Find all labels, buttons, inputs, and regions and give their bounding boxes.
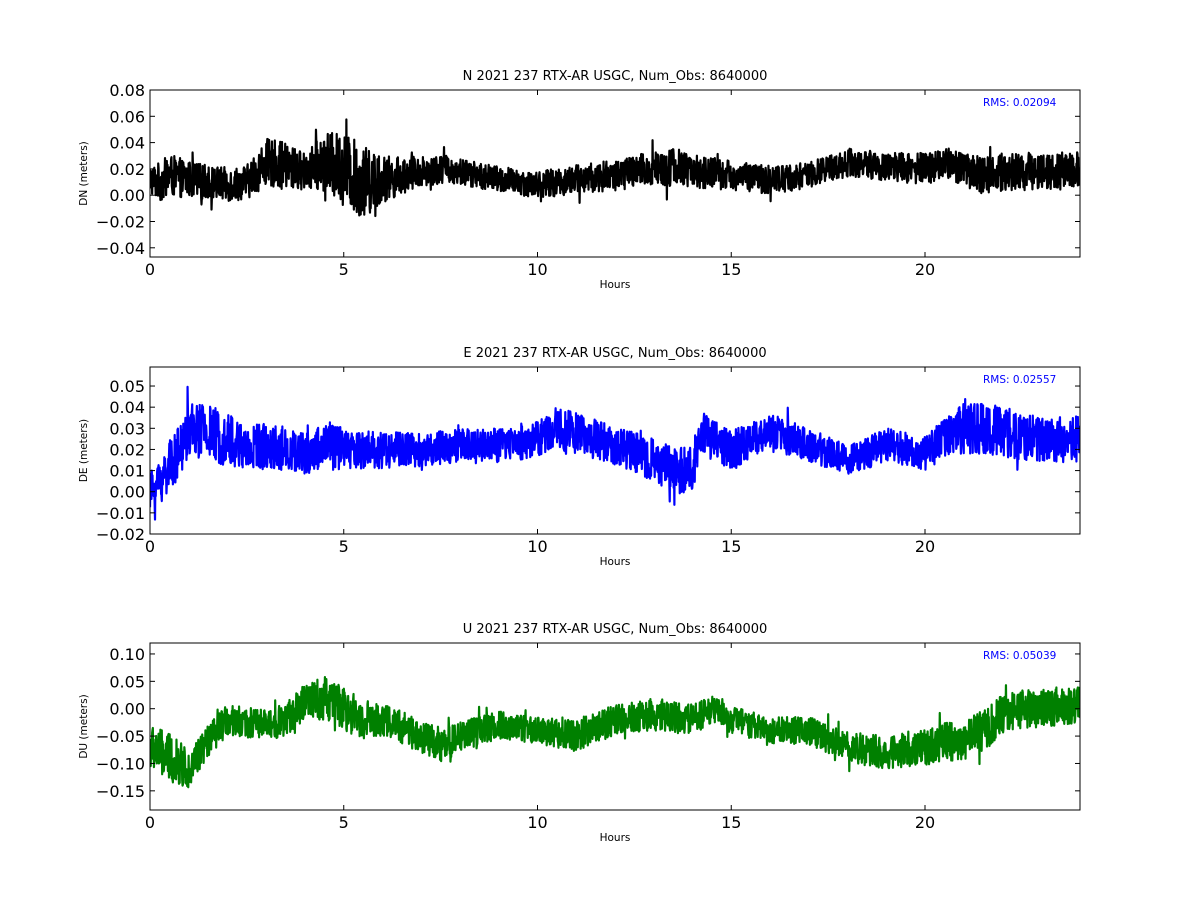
y-tick-label: −0.10 <box>96 754 145 773</box>
y-tick-label: 0.05 <box>109 672 145 691</box>
y-tick-label: 0.03 <box>109 419 145 438</box>
y-axis-label: DU (meters) <box>78 694 90 758</box>
y-tick-label: 0.02 <box>109 440 145 459</box>
y-axis-label: DE (meters) <box>78 419 90 482</box>
y-axis-label: DN (meters) <box>78 141 90 206</box>
x-tick-label: 0 <box>145 813 155 832</box>
y-tick-label: −0.15 <box>96 782 145 801</box>
x-tick-label: 5 <box>339 537 349 556</box>
y-tick-label: 0.04 <box>109 134 145 153</box>
y-tick-label: 0.00 <box>109 186 145 205</box>
rms-annotation: RMS: 0.02094 <box>983 97 1057 109</box>
subplot-1: E 2021 237 RTX-AR USGC, Num_Obs: 8640000… <box>78 346 1081 568</box>
x-tick-label: 0 <box>145 537 155 556</box>
x-tick-label: 5 <box>339 260 349 279</box>
y-tick-label: −0.05 <box>96 727 145 746</box>
subplot-2: U 2021 237 RTX-AR USGC, Num_Obs: 8640000… <box>78 622 1081 844</box>
axes-frame <box>149 89 1081 258</box>
subplot-title: E 2021 237 RTX-AR USGC, Num_Obs: 8640000 <box>463 346 766 361</box>
y-tick-label: −0.02 <box>96 525 145 544</box>
y-tick-label: 0.05 <box>109 377 145 396</box>
x-tick-label: 10 <box>527 537 547 556</box>
y-tick-label: 0.01 <box>109 462 145 481</box>
x-axis-label: Hours <box>600 832 631 844</box>
x-tick-label: 15 <box>721 537 741 556</box>
subplot-0: N 2021 237 RTX-AR USGC, Num_Obs: 8640000… <box>78 69 1081 291</box>
y-tick-label: −0.04 <box>96 239 145 258</box>
y-tick-label: 0.02 <box>109 160 145 179</box>
x-tick-label: 5 <box>339 813 349 832</box>
y-tick-label: −0.01 <box>96 504 145 523</box>
axes-frame <box>149 642 1081 811</box>
series-line <box>150 385 1080 521</box>
x-tick-label: 10 <box>527 260 547 279</box>
y-tick-label: 0.08 <box>109 81 145 100</box>
x-tick-label: 0 <box>145 260 155 279</box>
x-tick-label: 15 <box>721 260 741 279</box>
y-tick-label: −0.02 <box>96 212 145 231</box>
y-tick-label: 0.04 <box>109 398 145 417</box>
x-axis-label: Hours <box>600 279 631 291</box>
y-tick-label: 0.06 <box>109 107 145 126</box>
x-tick-label: 20 <box>915 813 935 832</box>
axes-frame <box>149 366 1081 535</box>
x-axis-label: Hours <box>600 556 631 568</box>
y-tick-label: 0.00 <box>109 483 145 502</box>
subplot-title: U 2021 237 RTX-AR USGC, Num_Obs: 8640000 <box>463 622 768 637</box>
series-line <box>150 118 1080 218</box>
y-tick-label: 0.10 <box>109 645 145 664</box>
y-tick-label: 0.00 <box>109 700 145 719</box>
rms-annotation: RMS: 0.05039 <box>983 650 1056 662</box>
x-tick-label: 10 <box>527 813 547 832</box>
series-line <box>150 676 1080 789</box>
subplot-title: N 2021 237 RTX-AR USGC, Num_Obs: 8640000 <box>463 69 768 84</box>
x-tick-label: 15 <box>721 813 741 832</box>
x-tick-label: 20 <box>915 537 935 556</box>
rms-annotation: RMS: 0.02557 <box>983 374 1056 386</box>
x-tick-label: 20 <box>915 260 935 279</box>
